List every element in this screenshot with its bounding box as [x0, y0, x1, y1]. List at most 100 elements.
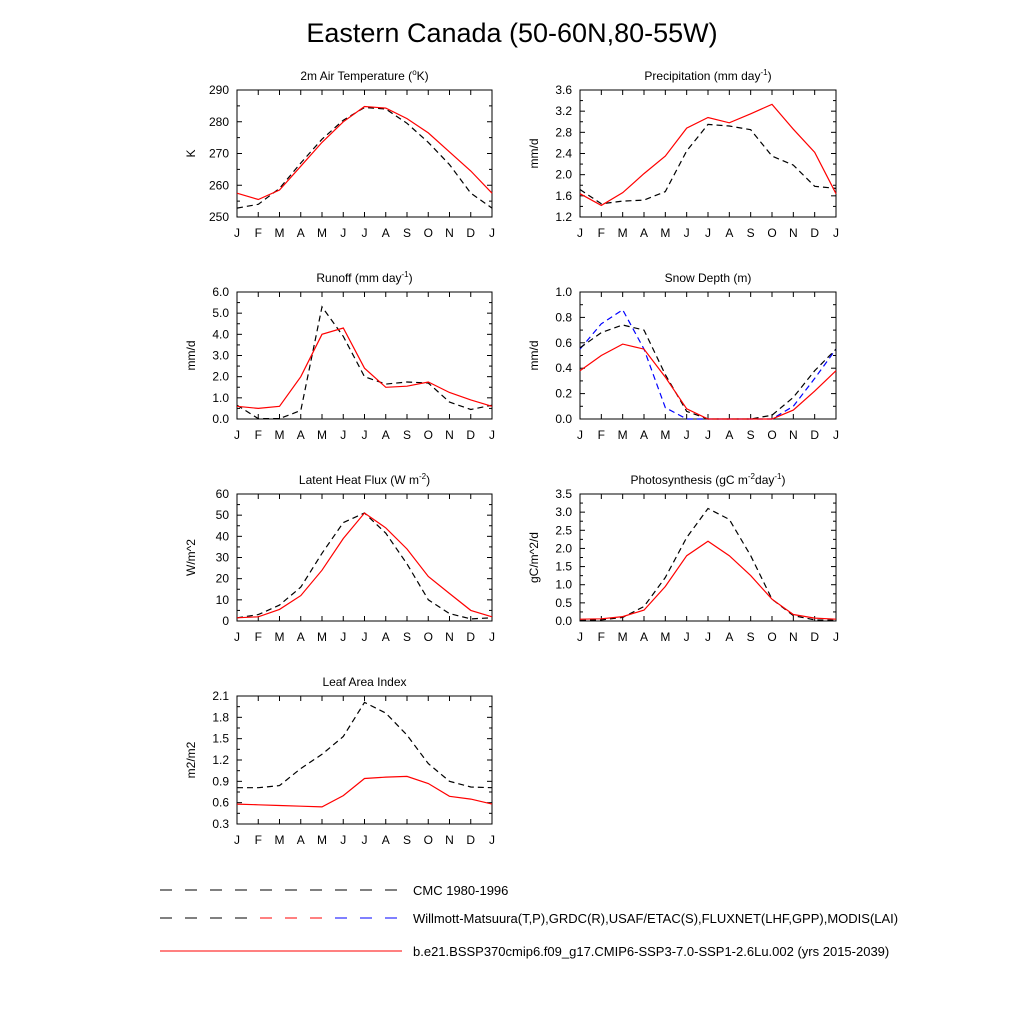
plot-frame [579, 291, 837, 420]
x-tick-label: A [725, 630, 733, 644]
x-tick-label: J [684, 428, 690, 442]
x-tick-label: M [317, 833, 327, 847]
y-tick-label: 3.6 [555, 83, 572, 97]
y-tick-label: 2.5 [555, 523, 572, 537]
x-tick-label: S [747, 428, 755, 442]
y-tick-label: 250 [209, 210, 229, 224]
y-axis-label: gC/m^2/d [527, 532, 541, 583]
panel-title: 2m Air Temperature (oK) [300, 68, 428, 83]
x-tick-label: A [382, 226, 390, 240]
series-line-2 [236, 105, 493, 201]
x-tick-label: S [403, 630, 411, 644]
chart-panel-2: Precipitation (mm day-1)J F M A M J J A S O N D J1.2… [527, 68, 839, 240]
y-axis-label: W/m^2 [184, 539, 198, 576]
series-line-3 [579, 343, 837, 420]
x-tick-label: M [275, 833, 285, 847]
plot-frame [579, 493, 837, 622]
y-tick-label: 1.0 [555, 578, 572, 592]
x-tick-label: A [382, 630, 390, 644]
x-tick-label: A [297, 833, 305, 847]
y-tick-label: 1.6 [555, 189, 572, 203]
x-tick-label: J [340, 428, 346, 442]
panel-title-tail: ) [782, 473, 786, 487]
plot-frame [236, 89, 493, 218]
x-tick-label: D [466, 833, 475, 847]
y-tick-label: 1.2 [212, 753, 229, 767]
x-tick-label: N [789, 428, 798, 442]
legend: CMC 1980-1996 Willmott-Matsuura(T,P),GRDC… [160, 883, 898, 959]
chart-panel-3: Runoff (mm day-1)J F M A M J J A S O N D J0.01.02.03… [184, 270, 495, 442]
x-tick-label: J [362, 428, 368, 442]
y-tick-label: 0.8 [555, 310, 572, 324]
x-tick-label: O [424, 428, 433, 442]
y-tick-label: 30 [216, 551, 230, 565]
x-tick-label: O [767, 226, 776, 240]
legend-item-3: b.e21.BSSP370cmip6.f09_g17.CMIP6-SSP3-7.… [160, 944, 889, 959]
y-tick-label: 2.0 [212, 370, 229, 384]
panel-title: Leaf Area Index [322, 675, 406, 689]
x-tick-label: D [810, 630, 819, 644]
y-axis-label: m2/m2 [184, 741, 198, 778]
y-tick-label: 3.0 [555, 505, 572, 519]
x-tick-label: D [466, 428, 475, 442]
x-tick-label: J [577, 226, 583, 240]
y-tick-label: 290 [209, 83, 229, 97]
panel-title: Latent Heat Flux (W m-2) [299, 472, 430, 487]
legend-item-2: Willmott-Matsuura(T,P),GRDC(R),USAF/ETAC… [160, 911, 898, 926]
y-tick-label: 50 [216, 508, 230, 522]
panel-title-superscript: -1 [774, 472, 782, 481]
x-tick-label: N [445, 226, 454, 240]
panel-title-tail: day [755, 473, 774, 487]
x-tick-label: J [362, 630, 368, 644]
y-tick-label: 0.0 [212, 412, 229, 426]
x-tick-label: J [577, 630, 583, 644]
y-tick-label: 2.0 [555, 541, 572, 555]
x-tick-label: M [660, 428, 670, 442]
y-tick-label: 3.2 [555, 104, 572, 118]
legend-item-1: CMC 1980-1996 [160, 883, 508, 898]
x-tick-label: O [424, 833, 433, 847]
y-tick-label: 1.0 [212, 391, 229, 405]
x-tick-label: A [297, 630, 305, 644]
x-tick-label: J [705, 630, 711, 644]
x-tick-label: J [234, 630, 240, 644]
y-tick-label: 0.6 [555, 336, 572, 350]
y-axis-label: K [184, 149, 198, 157]
x-tick-label: M [275, 226, 285, 240]
y-axis-label: mm/d [527, 341, 541, 371]
x-tick-label: J [234, 833, 240, 847]
y-tick-label: 3.5 [555, 487, 572, 501]
x-tick-label: M [317, 226, 327, 240]
page-title: Eastern Canada (50-60N,80-55W) [306, 18, 718, 48]
x-tick-label: J [833, 630, 839, 644]
y-tick-label: 0.4 [555, 361, 572, 375]
y-tick-label: 280 [209, 115, 229, 129]
series-line-1 [236, 106, 493, 209]
x-tick-label: O [424, 630, 433, 644]
x-tick-label: N [789, 630, 798, 644]
y-axis-label: mm/d [184, 341, 198, 371]
x-tick-label: D [466, 630, 475, 644]
panel-title-superscript: -2 [748, 472, 756, 481]
series-line-1 [237, 701, 493, 789]
x-tick-label: F [598, 428, 605, 442]
x-tick-label: J [489, 428, 495, 442]
panel-title-superscript: -1 [760, 68, 768, 77]
x-tick-label: M [275, 630, 285, 644]
x-tick-label: S [747, 226, 755, 240]
x-tick-label: A [725, 226, 733, 240]
panel-title-tail: ) [426, 473, 430, 487]
x-tick-label: N [445, 428, 454, 442]
series-line-1 [579, 507, 837, 621]
x-tick-label: J [489, 833, 495, 847]
panel-title: Photosynthesis (gC m-2day-1) [631, 472, 786, 487]
x-tick-label: F [598, 226, 605, 240]
legend-label: Willmott-Matsuura(T,P),GRDC(R),USAF/ETAC… [413, 911, 898, 926]
x-tick-label: J [833, 428, 839, 442]
plot-frame [579, 89, 837, 218]
x-tick-label: A [725, 428, 733, 442]
x-tick-label: M [618, 226, 628, 240]
plot-frame [236, 291, 493, 420]
